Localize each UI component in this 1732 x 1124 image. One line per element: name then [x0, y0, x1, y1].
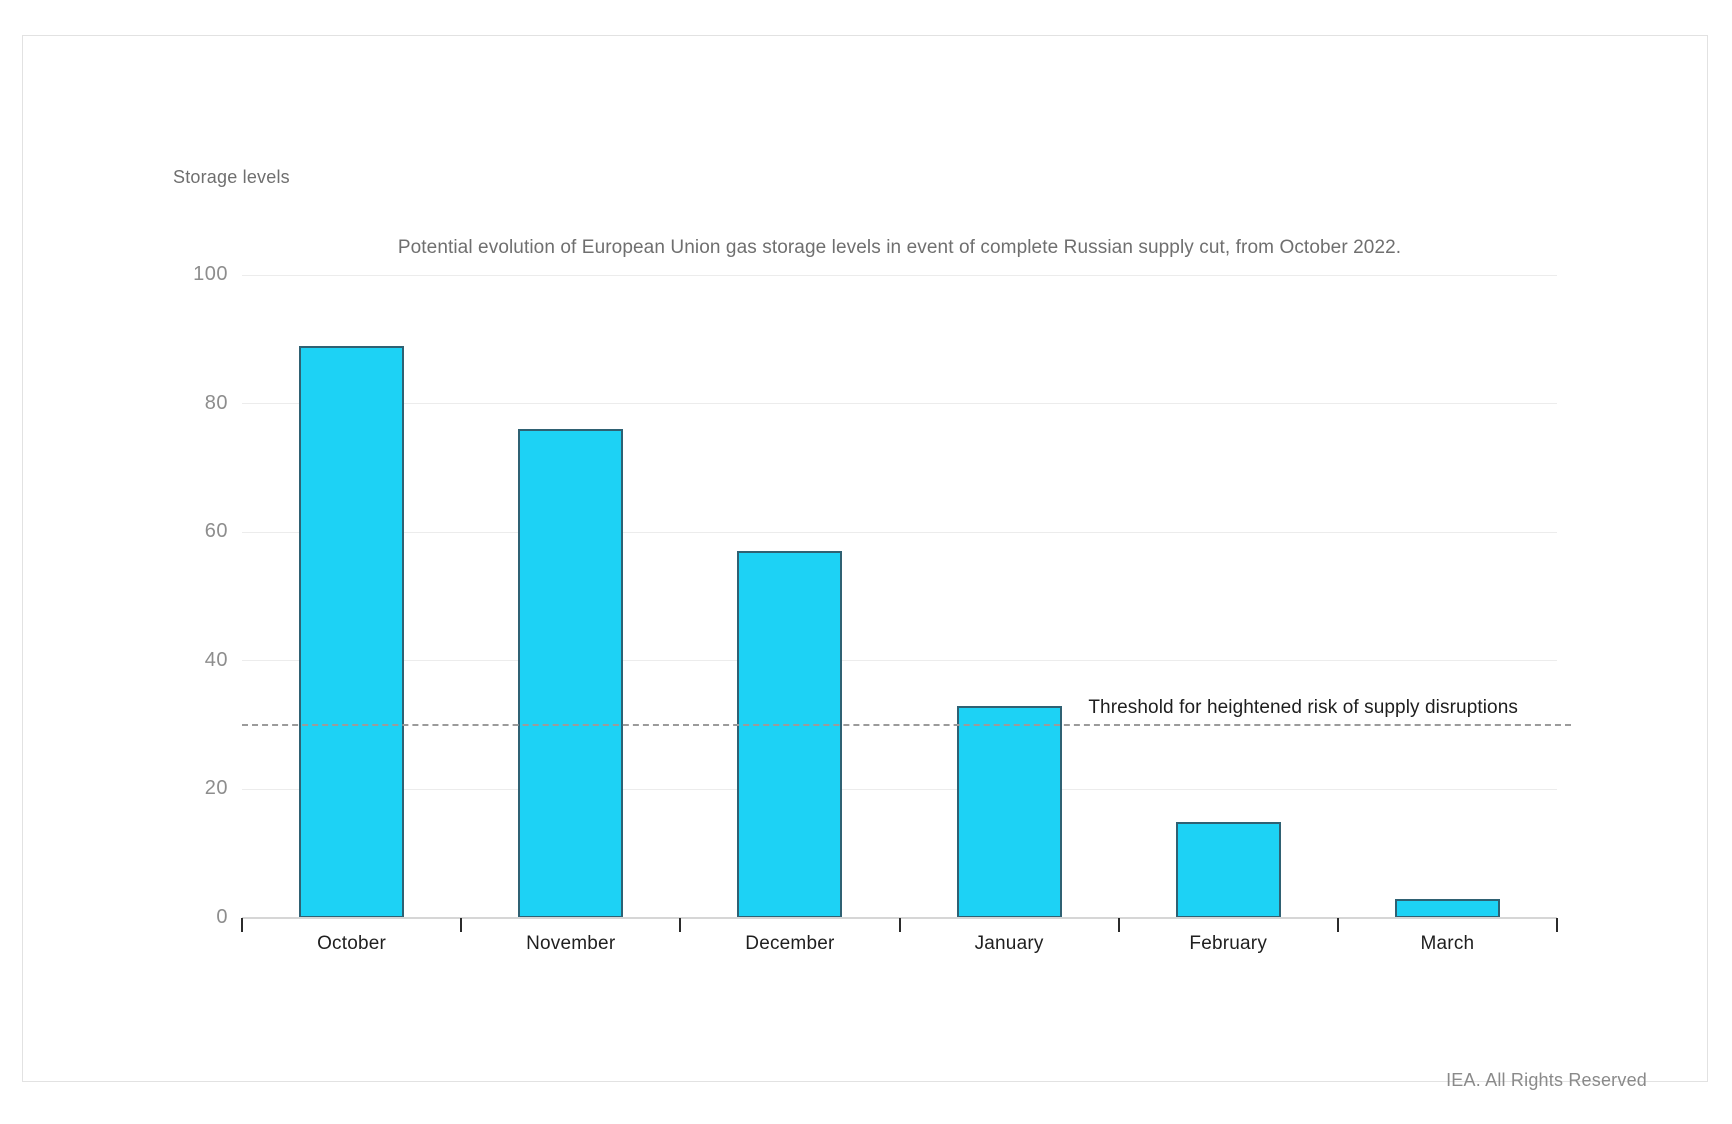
plot-area: 0 20 40 60 80 100 October November December Janua… [23, 36, 1732, 1124]
bar-january [956, 705, 1062, 918]
x-category-label-november: November [526, 933, 616, 954]
threshold-line [242, 724, 1571, 727]
x-axis-tick-4 [1117, 918, 1120, 932]
x-axis-tick-5 [1336, 918, 1339, 932]
bar-november [518, 429, 624, 918]
y-tick-label-20: 20 [204, 777, 228, 800]
x-axis-tick-2 [679, 918, 682, 932]
x-category-label-february: February [1189, 933, 1268, 954]
x-axis-tick-6 [1556, 918, 1558, 932]
y-gridline-40 [242, 660, 1557, 662]
x-axis-line [242, 917, 1557, 919]
y-gridline-80 [242, 403, 1557, 405]
y-tick-label-100: 100 [193, 263, 228, 285]
x-axis-tick-1 [460, 918, 463, 932]
y-gridline-20 [242, 788, 1557, 790]
x-category-label-march: March [1420, 933, 1475, 954]
bar-february [1175, 821, 1281, 918]
y-tick-label-0: 0 [216, 906, 228, 928]
threshold-label: Threshold for heightened risk of supply … [1088, 697, 1518, 719]
x-axis-tick-3 [898, 918, 901, 932]
x-category-label-december: December [745, 933, 835, 954]
x-category-label-october: October [317, 933, 387, 954]
chart-title: Potential evolution of European Union ga… [397, 237, 1402, 258]
copyright-footer: IEA. All Rights Reserved [1446, 1070, 1647, 1090]
y-axis-title: Storage levels [173, 167, 290, 187]
bar-october [299, 345, 405, 918]
bar-march [1394, 898, 1500, 918]
y-tick-label-80: 80 [204, 391, 228, 414]
bar-december [737, 551, 843, 918]
x-category-label-january: January [974, 933, 1044, 954]
chart-panel: Storage levels Potential evolution of Eu… [22, 35, 1708, 1090]
y-tick-label-60: 60 [204, 520, 228, 543]
y-tick-label-40: 40 [204, 648, 228, 671]
y-gridline-60 [242, 531, 1557, 533]
y-gridline-100 [242, 274, 1557, 276]
x-axis-tick-0 [241, 918, 243, 932]
